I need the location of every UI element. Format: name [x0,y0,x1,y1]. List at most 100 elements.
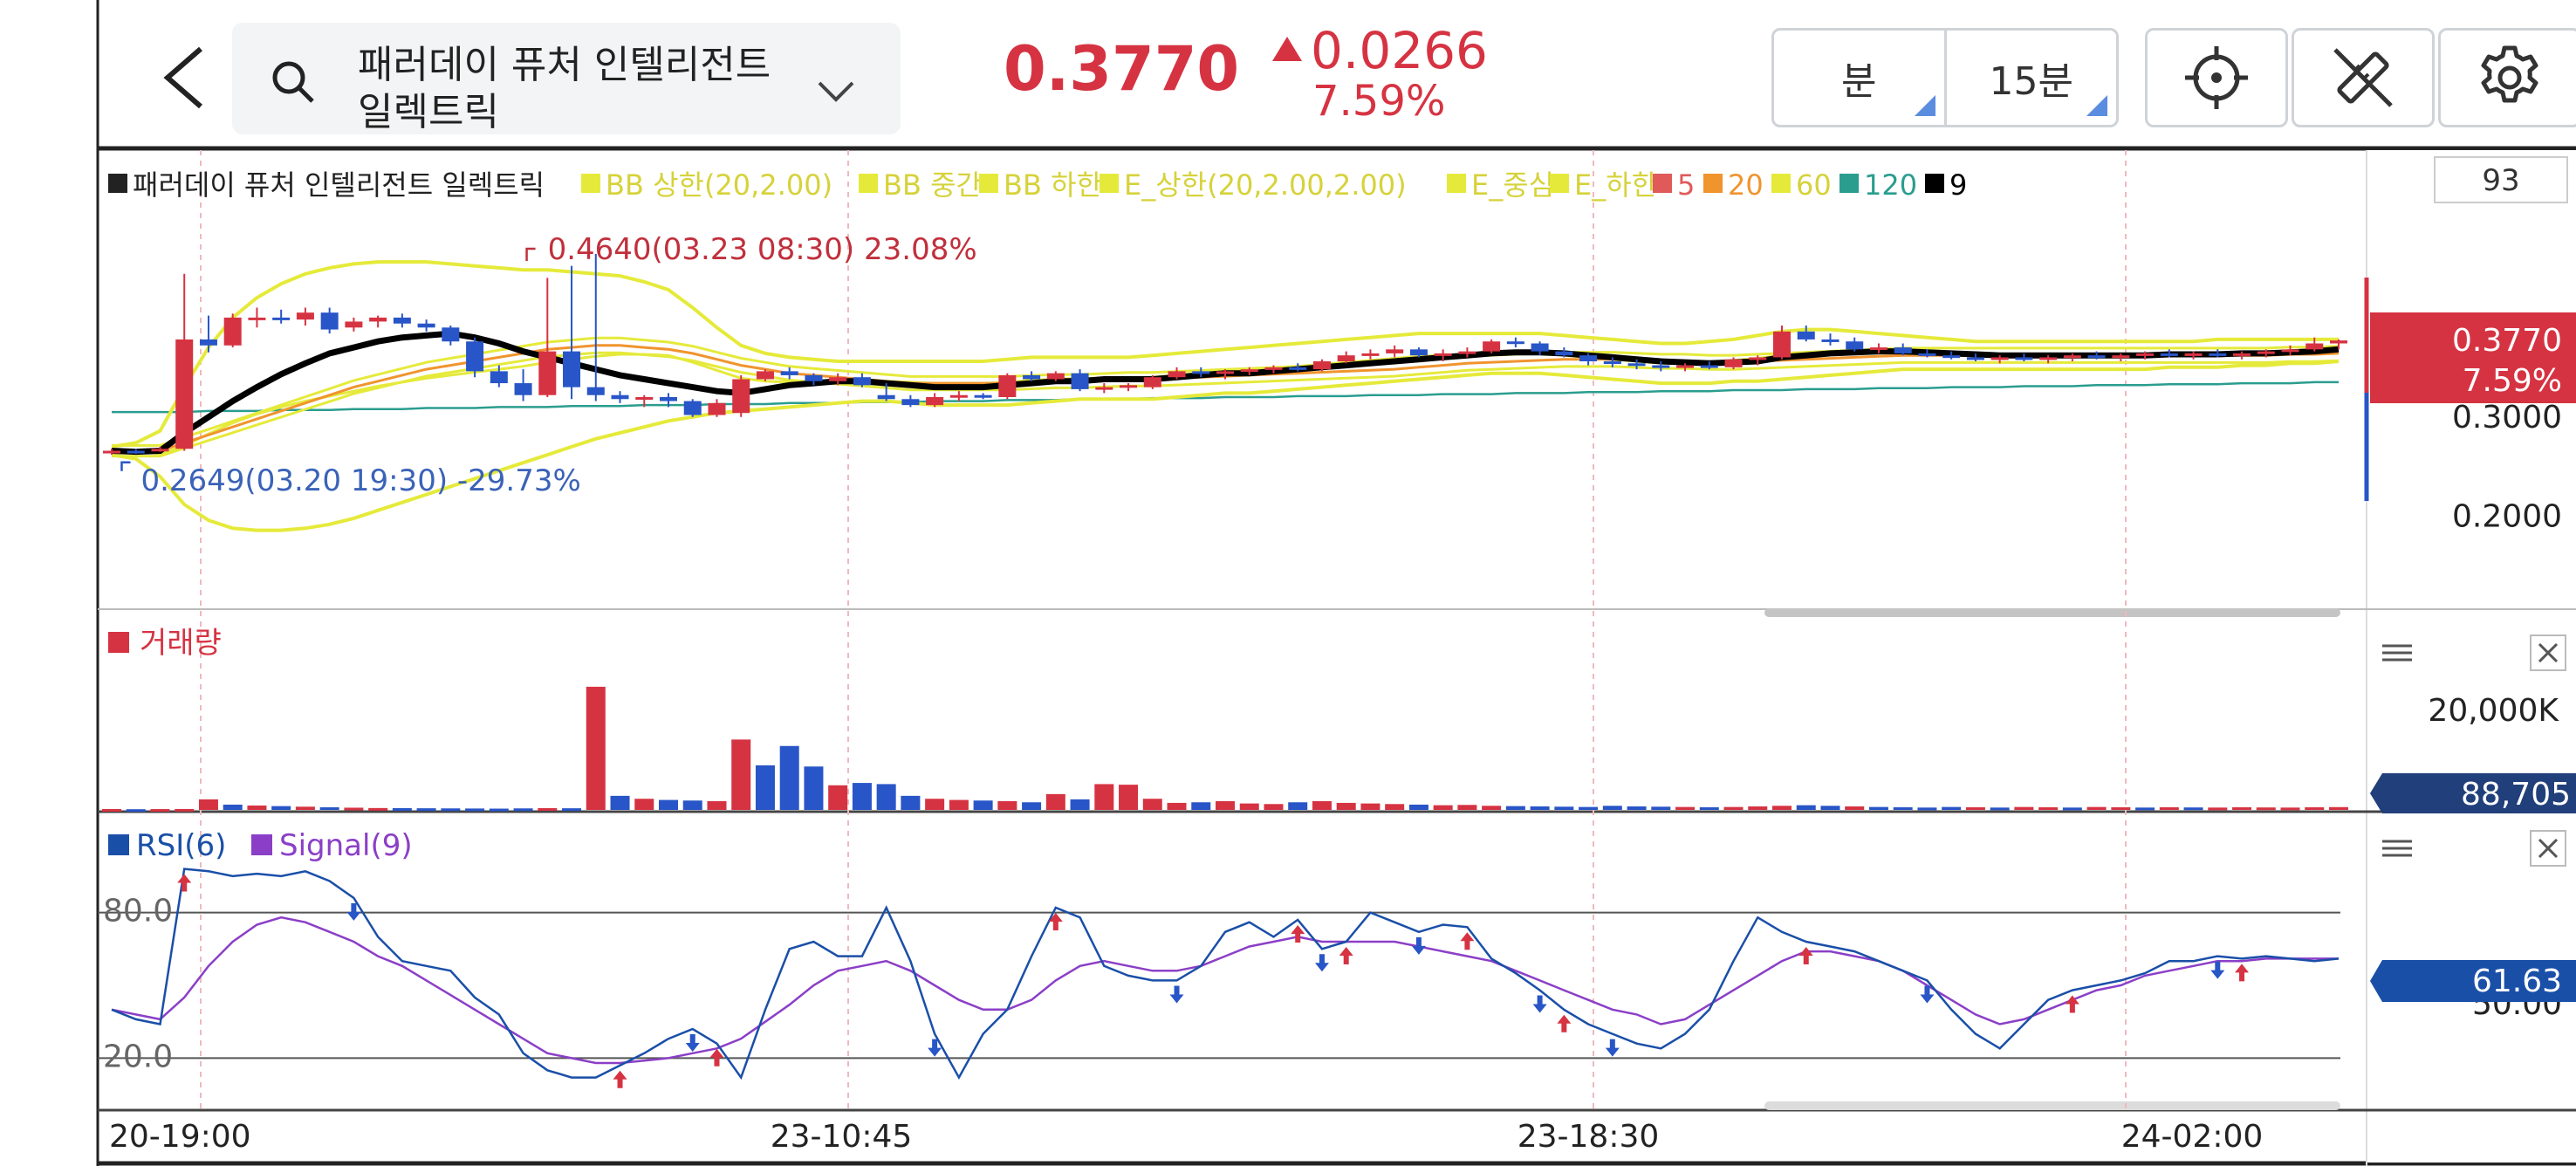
volume-bar [344,807,364,811]
candle [2087,355,2106,359]
legend-swatch [1447,174,1466,193]
drawing-tools-button[interactable] [2292,28,2435,127]
candle [2209,353,2227,356]
candle [151,449,169,452]
close-x [2538,838,2559,859]
settings-button[interactable] [2438,28,2576,127]
candle [2257,351,2275,354]
candle [2281,349,2299,353]
candle [1264,367,1283,370]
volume-bar [1142,799,1162,810]
envelope-upper-line [112,336,2340,447]
candle [1023,374,1041,380]
close-icon[interactable] [2530,634,2566,671]
volume-bar [1845,806,1865,810]
close-icon[interactable] [2530,830,2566,867]
volume-bar [997,800,1017,810]
candle [1289,367,1307,370]
volume-bar [682,800,702,810]
candle [1797,331,1815,340]
current-price: 0.3770 [1004,33,1240,105]
volume-bar [1820,806,1840,810]
volume-bar [1191,802,1211,810]
candle [1555,351,1573,356]
buy-signal-arrow [1798,946,1813,964]
low-marker-icon [120,461,131,471]
legend-swatch [1771,174,1791,193]
volume-bar [804,766,824,810]
pane-menu-icon[interactable] [2382,840,2412,857]
current-price-tag-value: 0.3770 [2452,323,2562,359]
volume-bar [828,785,848,810]
candle [974,394,992,398]
candle [1458,351,1476,354]
sell-signal-arrow [1605,1039,1620,1057]
legend-label: 60 [1796,168,1832,202]
bb-upper-line [111,260,2339,449]
buy-signal-arrow [2235,964,2250,982]
legend-swatch [1840,174,1859,193]
interval-unit-button[interactable]: 분 [1774,31,1944,125]
volume-bar [102,808,121,812]
volume-bar [1094,784,1114,810]
volume-bar [2135,807,2155,811]
volume-bar [1554,806,1574,810]
candle [926,397,944,406]
sell-signal-arrow [1169,985,1184,1004]
legend-swatch [581,174,600,193]
crosshair-button[interactable] [2145,28,2288,127]
volume-bar [1723,806,1744,810]
chevron-down-icon[interactable] [817,80,855,103]
candle [2160,353,2178,356]
legend-label: BB 상한(20,2.00) [606,168,832,202]
volume-bar [1264,804,1284,810]
price-tick: 0.2000 [2452,499,2562,535]
candle [369,317,387,322]
volume-bar [1772,806,1792,810]
candle [417,323,435,328]
volume-bar [2183,807,2203,811]
volume-bar [876,784,896,810]
volume-current-tag [2370,773,2576,813]
candle [1386,349,1404,353]
candle [853,377,871,386]
candle [1216,371,1234,374]
candle [514,383,532,395]
rsi-current-tag [2370,960,2576,1002]
volume-bar [610,795,630,810]
candle [1749,357,1767,360]
volume-bar [1990,807,2010,811]
search-icon [272,61,314,103]
main-scrollbar[interactable] [1764,608,2340,617]
volume-bar [925,799,945,810]
legend-label: 120 [1864,168,1917,202]
volume-bar [659,799,678,810]
interval-value-button[interactable]: 15분 [1943,31,2117,125]
envelope-lower-line [112,351,2340,458]
candle [756,371,774,380]
legend-swatch [859,174,878,193]
rsi-scrollbar[interactable] [1764,1101,2340,1110]
volume-bar [2159,806,2179,810]
candle [2233,353,2251,356]
rsi-tick-50: 50.00 [2472,986,2562,1022]
volume-bar [126,809,146,813]
volume-bar [271,806,291,810]
ma20-line [112,344,2340,452]
volume-bar [1022,802,1042,810]
pane-menu-icon[interactable] [2382,644,2412,662]
volume-bar [2086,806,2107,810]
rsi-tick-20: 20.0 [103,1039,173,1074]
rsi-line [111,868,2340,1080]
candle [732,379,750,414]
back-chevron-icon[interactable] [159,45,211,110]
signal-line [111,916,2339,1065]
stock-search-box[interactable]: 패러데이 퓨처 인텔리전트 일렉트릭 [232,23,901,134]
price-change: 0.0266 [1272,21,1488,80]
legend-label: 20 [1728,168,1764,202]
candle [780,371,798,375]
candle [442,327,460,342]
candle [1192,371,1210,374]
volume-bar [223,804,243,810]
